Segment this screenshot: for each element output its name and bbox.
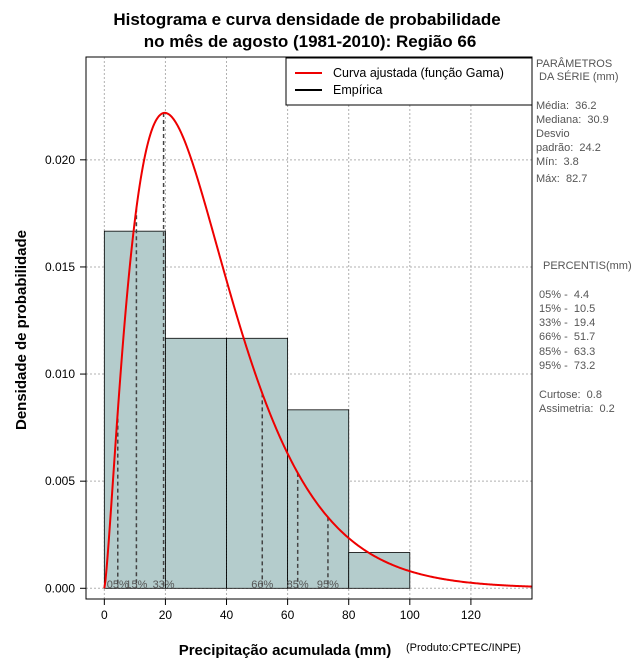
percentile-label: 95% xyxy=(317,579,339,591)
legend-box xyxy=(285,57,533,106)
histogram-bar xyxy=(165,337,227,589)
stat-assimetria: Assimetria: 0.2 xyxy=(539,403,615,415)
y-tick-label: 0.010 xyxy=(45,367,75,381)
y-axis: 0.000 0.005 0.010 0.015 0.020 xyxy=(45,153,86,595)
chart-title-line1: Histograma e curva densidade de probabil… xyxy=(113,10,500,29)
side-panel: PARÂMETROS DA SÉRIE (mm) Média: 36.2 Med… xyxy=(536,57,632,415)
legend-label-curve: Curva ajustada (função Gama) xyxy=(333,66,504,80)
percentil-66: 66% - 51.7 xyxy=(539,331,595,343)
y-tick-label: 0.000 xyxy=(45,581,75,595)
percentile-label: 85% xyxy=(287,579,309,591)
y-tick-label: 0.005 xyxy=(45,474,75,488)
histogram-bar xyxy=(287,409,350,589)
percentil-95: 95% - 73.2 xyxy=(539,360,595,372)
percentile-label: 05% xyxy=(107,579,129,591)
x-tick-label: 100 xyxy=(400,608,420,622)
percentil-05: 05% - 4.4 xyxy=(539,289,589,301)
y-axis-label: Densidade de probabilidade xyxy=(13,230,30,430)
percentil-33: 33% - 19.4 xyxy=(539,317,595,329)
stat-media: Média: 36.2 xyxy=(536,100,597,112)
percentile-label: 33% xyxy=(153,579,175,591)
x-tick-label: 120 xyxy=(461,608,481,622)
percentil-85: 85% - 63.3 xyxy=(539,346,595,358)
x-tick-label: 60 xyxy=(281,608,295,622)
histogram-bars xyxy=(103,230,411,589)
percentil-15: 15% - 10.5 xyxy=(539,303,595,315)
gamma-curve xyxy=(103,111,533,589)
y-tick-label: 0.015 xyxy=(45,260,75,274)
x-axis-label: Precipitação acumulada (mm) xyxy=(179,642,392,659)
histogram-bar xyxy=(103,230,166,589)
params-title-2: DA SÉRIE (mm) xyxy=(536,70,619,83)
percentile-label: 66% xyxy=(251,579,273,591)
x-tick-label: 80 xyxy=(342,608,356,622)
chart-title-line2: no mês de agosto (1981-2010): Região 66 xyxy=(144,32,477,51)
plot-frame xyxy=(85,56,533,600)
x-tick-label: 20 xyxy=(159,608,173,622)
stat-curtose: Curtose: 0.8 xyxy=(539,389,602,401)
stat-desvio-1: Desvio xyxy=(536,128,570,140)
stat-mediana: Mediana: 30.9 xyxy=(536,114,609,126)
x-tick-label: 0 xyxy=(101,608,108,622)
stat-max: Máx: 82.7 xyxy=(536,173,587,185)
x-tick-label: 40 xyxy=(220,608,234,622)
stat-desvio-2: padrão: 24.2 xyxy=(536,142,601,154)
stat-min: Mín: 3.8 xyxy=(536,156,579,168)
histogram-bar xyxy=(226,337,289,589)
percentis-title: PERCENTIS(mm) xyxy=(543,260,632,272)
product-credit: (Produto:CPTEC/INPE) xyxy=(406,642,521,654)
x-axis: 0 20 40 60 80 100 120 xyxy=(101,599,481,622)
legend-label-empirical: Empírica xyxy=(333,83,382,97)
legend: Curva ajustada (função Gama) Empírica xyxy=(285,57,533,106)
y-tick-label: 0.020 xyxy=(45,153,75,167)
percentile-label: 15% xyxy=(125,579,147,591)
percentile-markers: 05%15% 33% 66% 85% 95% xyxy=(107,113,339,591)
params-title-1: PARÂMETROS xyxy=(536,57,612,70)
